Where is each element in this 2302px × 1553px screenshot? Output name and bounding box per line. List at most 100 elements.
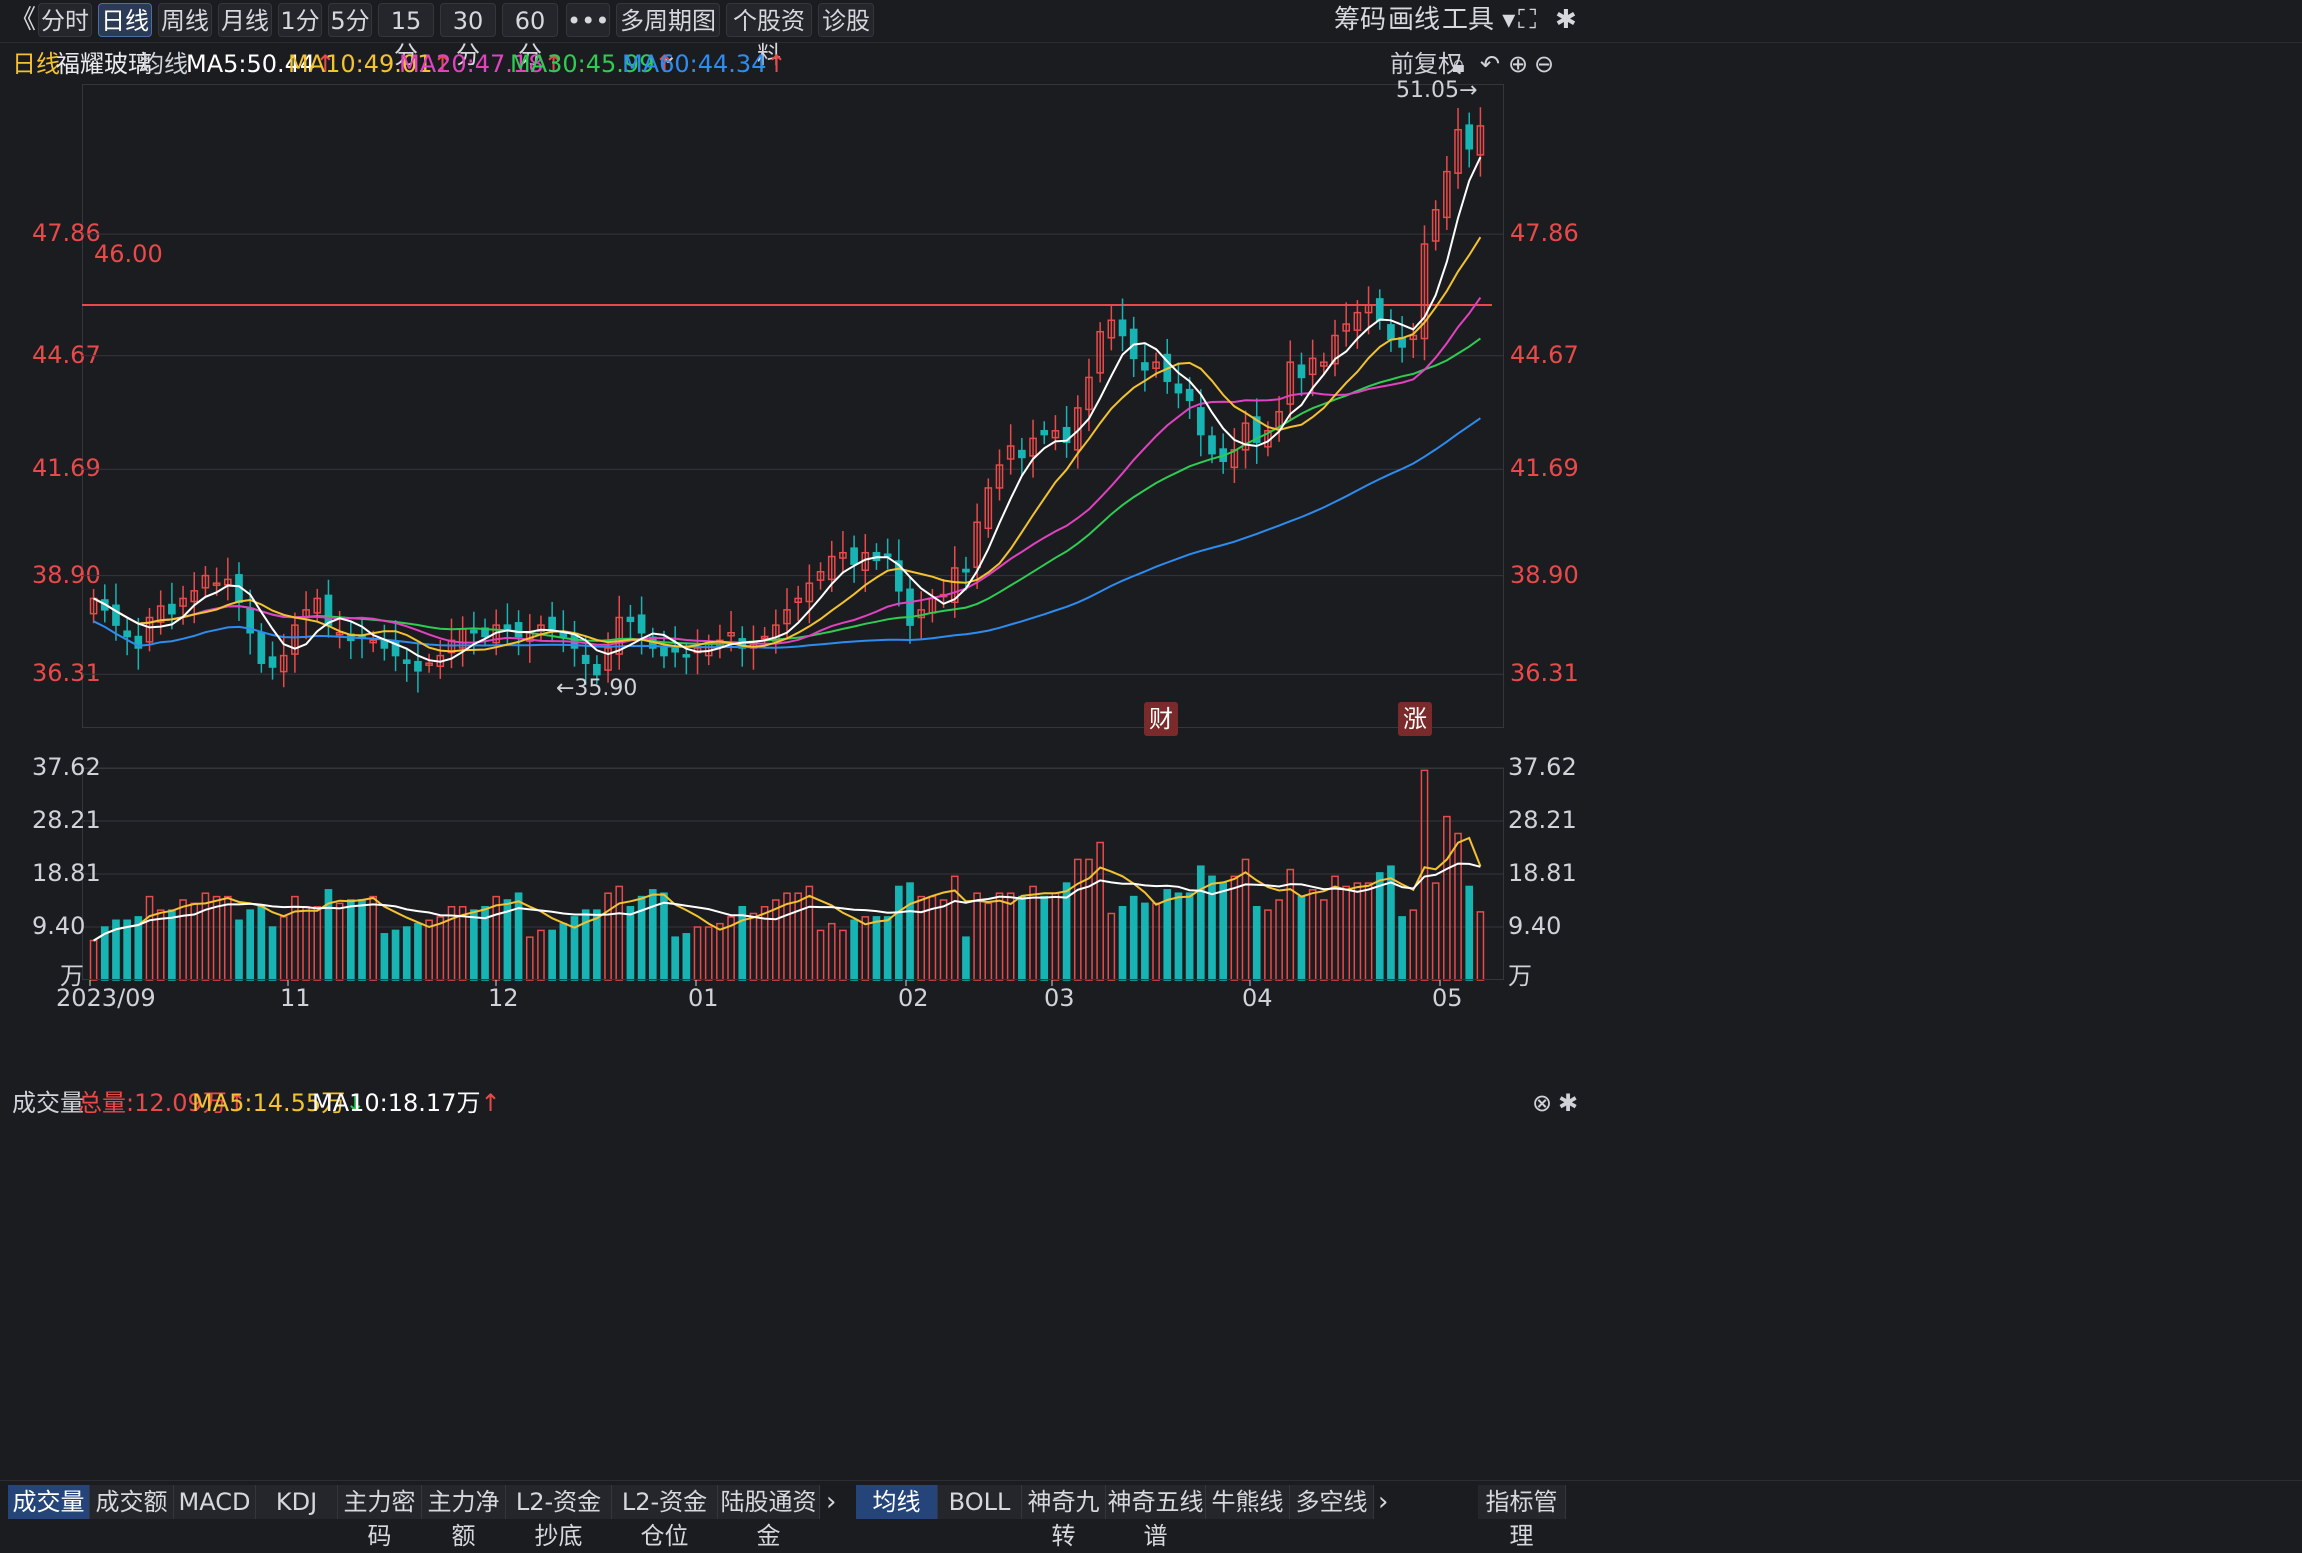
volume-bar-up [783, 892, 791, 981]
volume-bar-down [1185, 892, 1194, 981]
tab-zhouxian[interactable]: 周线 [158, 3, 212, 37]
tab-15min[interactable]: 15分 [378, 3, 434, 69]
unit-left: 万 [60, 962, 84, 990]
tab-fenshi[interactable]: 分时 [38, 3, 92, 37]
candle-up [1230, 449, 1239, 469]
tab-l2-bottom[interactable]: L2-资金抄底 [506, 1485, 612, 1550]
candle-down [637, 614, 646, 634]
settings-icon[interactable]: ✱ [1555, 5, 1577, 35]
tab-60min[interactable]: 60分 [502, 3, 558, 69]
tools-dropdown[interactable]: 工具 ▾ [1442, 5, 1516, 35]
candle-down [1118, 319, 1127, 337]
candle-down [626, 616, 635, 623]
candle-down [1040, 430, 1049, 436]
ma20-value: MA20:47.18↑ [399, 50, 564, 78]
back-icon[interactable]: 《 [10, 5, 37, 35]
indicator-manage-button[interactable]: 指标管理 [1478, 1485, 1566, 1550]
tab-ma[interactable]: 均线 [856, 1485, 938, 1519]
volume-tick-label: 28.21 [32, 806, 101, 835]
candle-down [895, 560, 903, 592]
gear-icon[interactable]: ✱ [1558, 1089, 1579, 1117]
tab-5min[interactable]: 5分 [328, 3, 372, 37]
fullscreen-icon[interactable]: ⛶ [1518, 5, 1537, 35]
candle-down [1252, 416, 1261, 443]
volume-bar-down [324, 889, 333, 981]
volume-bar-down [581, 909, 590, 981]
volume-bar-up [537, 929, 545, 981]
tab-bull-bear[interactable]: 牛熊线 [1206, 1485, 1290, 1519]
tab-1min[interactable]: 1分 [278, 3, 322, 37]
ma10-value: MA10:49.01↑ [288, 50, 453, 78]
tab-30min[interactable]: 30分 [440, 3, 496, 69]
volume-tick-label: 9.40 [32, 912, 86, 941]
volume-bar-down [268, 926, 277, 981]
volume-bar-down [134, 916, 143, 981]
tab-yuexian[interactable]: 月线 [218, 3, 272, 37]
candle-down [1465, 124, 1474, 150]
tab-td9[interactable]: 神奇九转 [1022, 1485, 1106, 1550]
tab-long-short[interactable]: 多空线 [1290, 1485, 1374, 1519]
more-icon[interactable]: ••• [566, 3, 610, 37]
candle-down [268, 656, 277, 668]
tab-five-lines[interactable]: 神奇五线谱 [1106, 1485, 1206, 1550]
volume-bar-down [883, 916, 892, 981]
limit-up-badge[interactable]: 涨 [1398, 702, 1432, 736]
candle-down [123, 630, 131, 638]
draw-button[interactable]: 画线 [1388, 5, 1441, 35]
ma-label[interactable]: 均线 [140, 50, 188, 78]
zoom-in-icon[interactable]: ⊕ [1508, 50, 1529, 78]
volume-bar-down [123, 919, 131, 981]
tab-main-net[interactable]: 主力净额 [422, 1485, 506, 1550]
reference-line-label: 46.00 [94, 240, 163, 268]
volume-bar-up [1029, 885, 1037, 981]
volume-bar-up [335, 902, 344, 981]
close-icon[interactable]: ⊗ [1532, 1089, 1553, 1117]
high-label: 51.05→ [1396, 78, 1478, 103]
volume-bar-up [1308, 889, 1317, 981]
earnings-badge[interactable]: 财 [1144, 702, 1178, 736]
zoom-out-icon[interactable]: ⊖ [1534, 50, 1555, 78]
tab-rixian[interactable]: 日线 [98, 3, 152, 37]
chip-button[interactable]: 筹码 [1334, 5, 1387, 35]
candle-up [145, 616, 154, 643]
candle-down [581, 654, 590, 664]
chevron-right-icon-2[interactable]: › [1378, 1487, 1389, 1517]
tab-boll[interactable]: BOLL [938, 1485, 1022, 1519]
candle-down [1196, 407, 1205, 436]
time-tick-label: 2023/09 [56, 984, 156, 1012]
candle-up [1051, 430, 1060, 439]
price-tick-label: 41.69 [1510, 454, 1579, 483]
volume-bar-down [503, 899, 512, 981]
candle-down [593, 663, 601, 676]
multi-period-dropdown[interactable]: 多周期图 ⌄ [616, 3, 720, 69]
volume-bar-up [771, 899, 780, 981]
candle-down [682, 654, 691, 658]
lock-icon[interactable]: 🔒︎ [1452, 50, 1465, 78]
volume-tick-label: 18.81 [32, 859, 101, 887]
volume-chart-panel [82, 768, 1504, 980]
tab-macd[interactable]: MACD [174, 1485, 256, 1519]
undo-icon[interactable]: ↶ [1480, 50, 1501, 78]
volume-bar-down [514, 892, 523, 981]
volume-bar-up [436, 916, 445, 981]
tab-turnover[interactable]: 成交额 [90, 1485, 174, 1519]
diagnose-button[interactable]: 诊股 [818, 3, 874, 37]
unit-right: 万 [1508, 962, 1532, 990]
volume-bar-up [1107, 912, 1116, 981]
stock-info-button[interactable]: 个股资料 [726, 3, 812, 69]
tab-northbound[interactable]: 陆股通资金 [718, 1485, 820, 1550]
tab-volume[interactable]: 成交量 [8, 1485, 90, 1519]
volume-bar-down [391, 929, 400, 981]
tab-main-code[interactable]: 主力密码 [338, 1485, 422, 1550]
candle-up [1308, 357, 1317, 376]
chevron-right-icon[interactable]: › [826, 1487, 837, 1517]
tab-l2-position[interactable]: L2-资金仓位 [612, 1485, 718, 1550]
ma20-line [93, 297, 1482, 646]
volume-bar-up [1006, 892, 1015, 981]
low-label: ←35.90 [556, 676, 638, 701]
adjust-mode[interactable]: 前复权 [1390, 50, 1462, 78]
tab-kdj[interactable]: KDJ [256, 1485, 338, 1519]
volume-bar-up [760, 905, 769, 981]
volume-label[interactable]: 成交量 [12, 1089, 84, 1117]
